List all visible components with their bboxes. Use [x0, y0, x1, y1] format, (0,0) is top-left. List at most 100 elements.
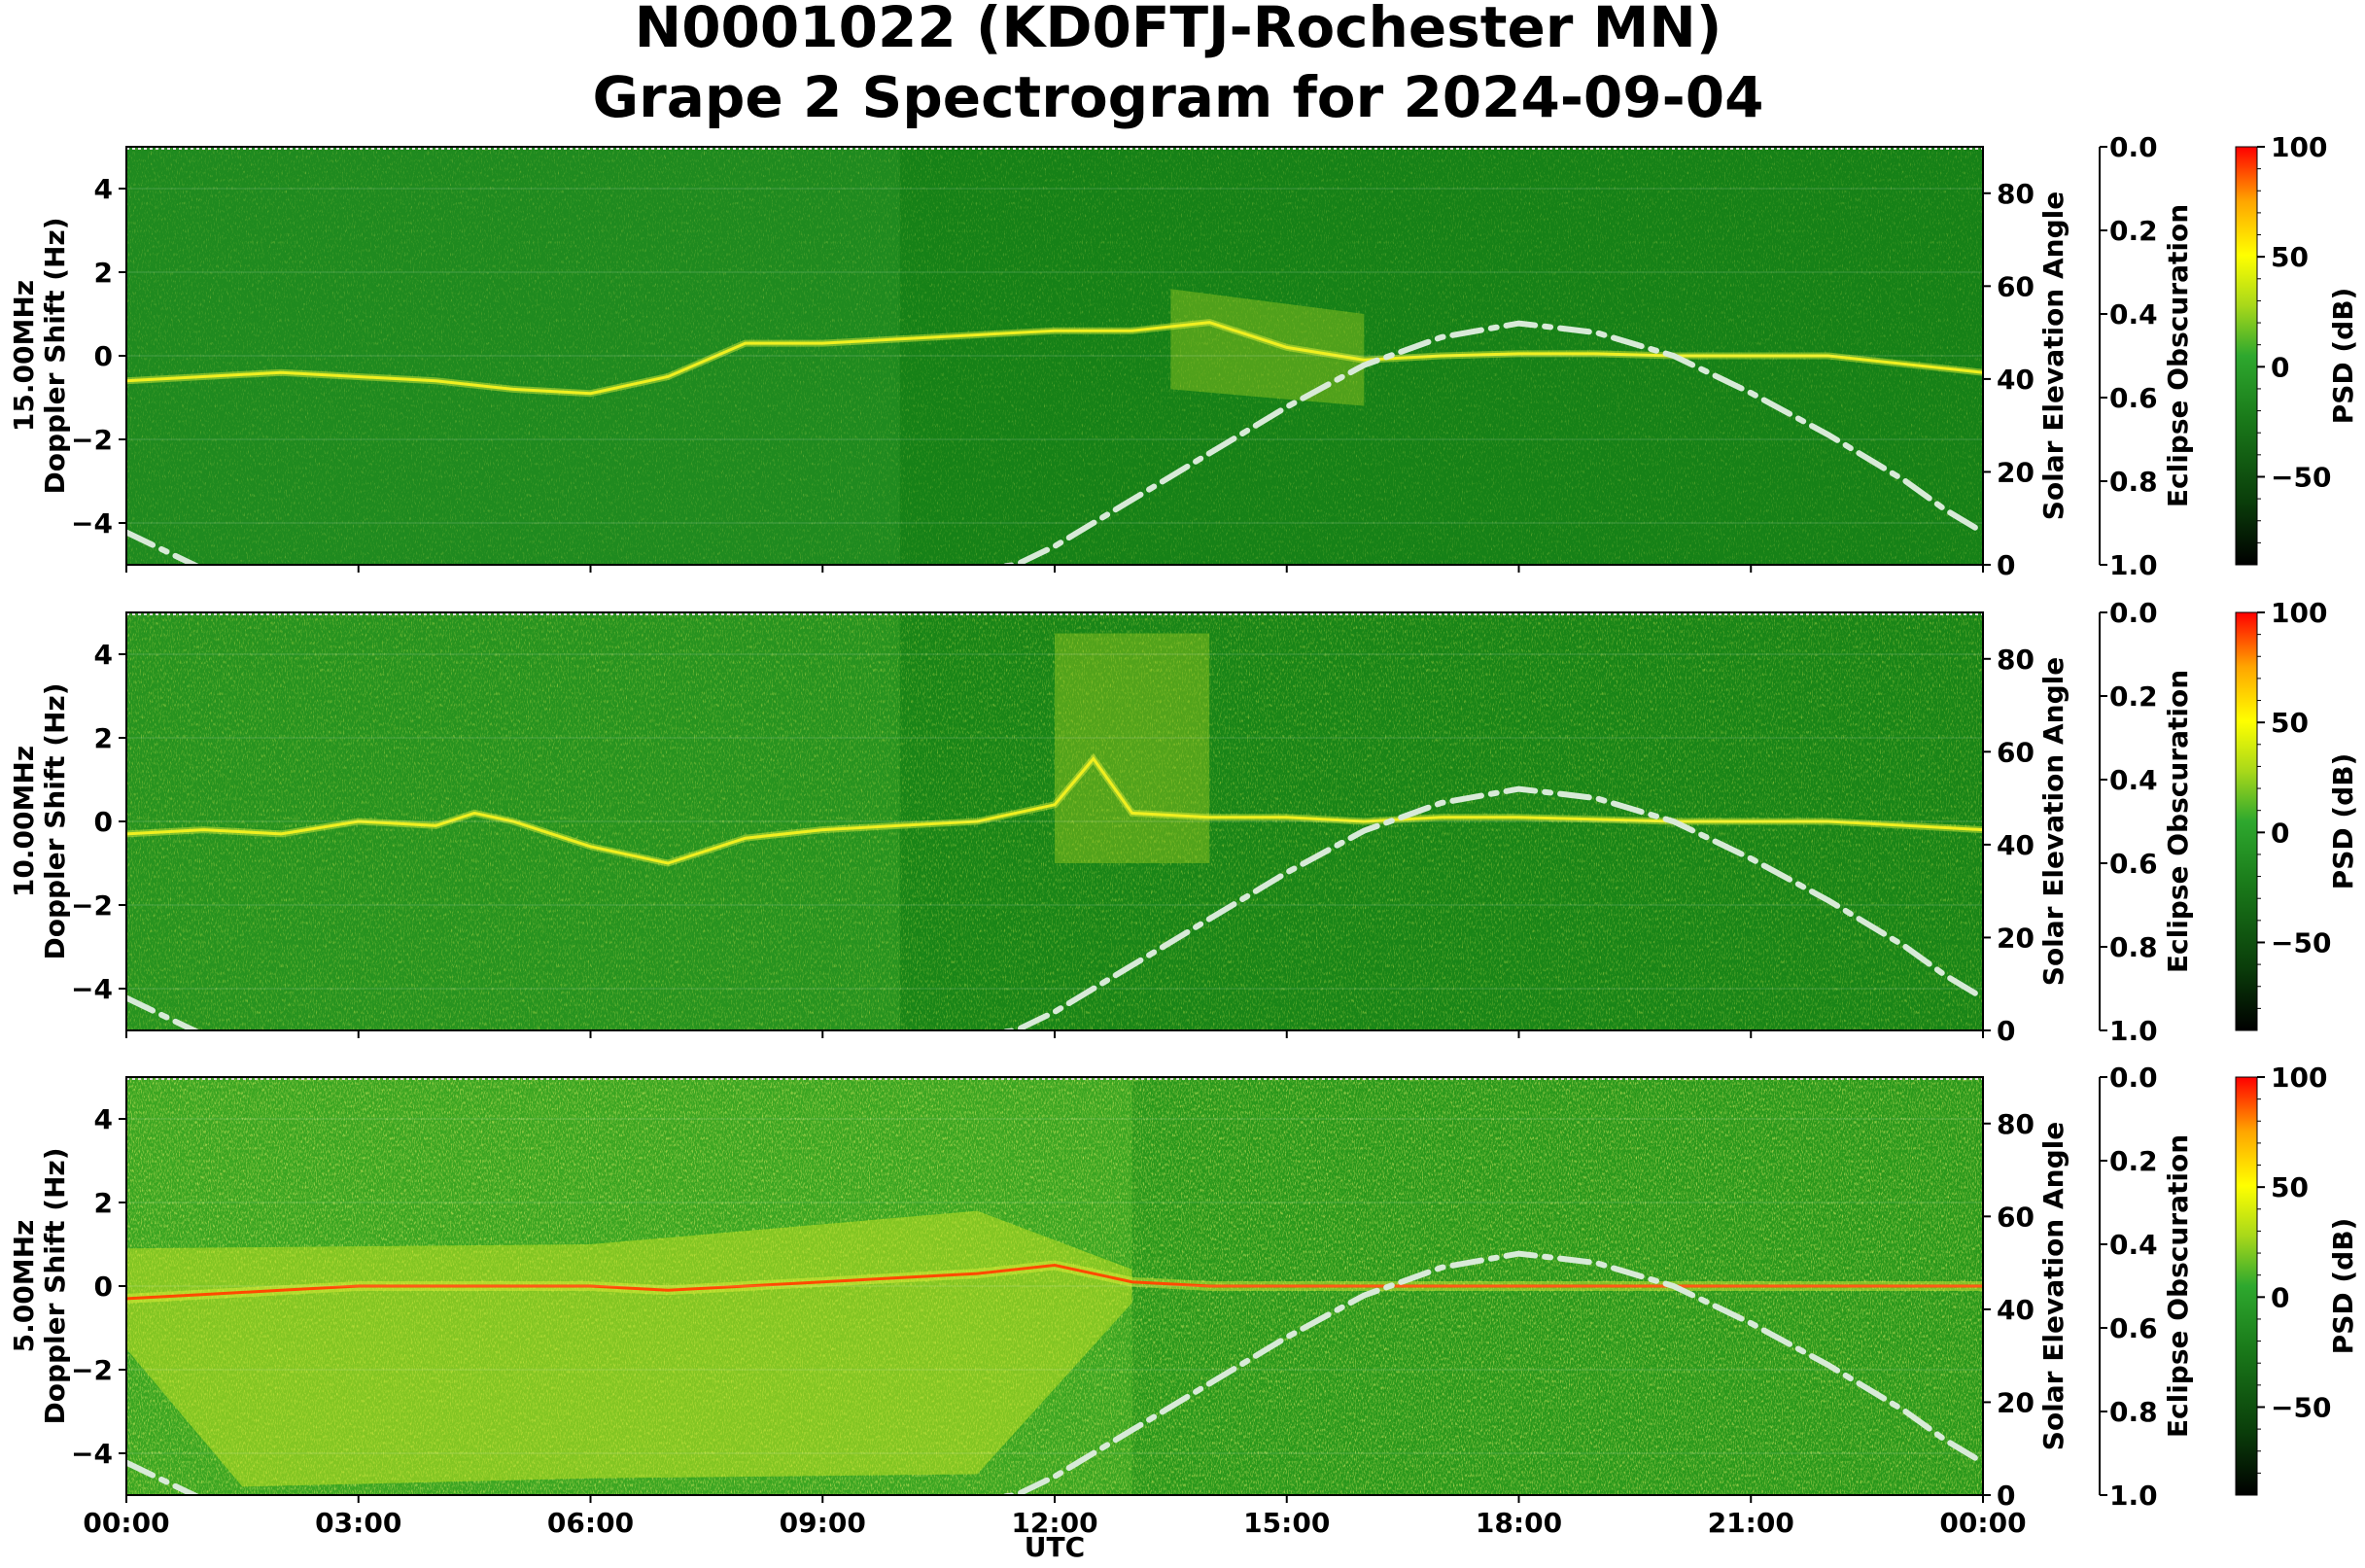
- elevation-tick-label: 0: [1997, 1015, 2015, 1047]
- elevation-axis-label: Solar Elevation Angle: [2037, 657, 2069, 986]
- y-tick-label: −2: [71, 1354, 113, 1386]
- eclipse-tick-label: 1.0: [2109, 1480, 2158, 1512]
- eclipse-tick-label: 0.6: [2109, 848, 2158, 880]
- y-tick-label: 0: [94, 1271, 113, 1303]
- eclipse-tick-label: 0.8: [2109, 931, 2158, 963]
- y-tick-label: 4: [94, 639, 113, 671]
- x-tick-label: 00:00: [1939, 1507, 2026, 1539]
- colorbar: [2235, 611, 2258, 1031]
- y-tick-label: 4: [94, 173, 113, 205]
- eclipse-tick-label: 0.2: [2109, 1145, 2158, 1177]
- colorbar-tick-label: −50: [2271, 461, 2331, 493]
- y-axis-label-frequency: 10.00MHz: [8, 746, 40, 897]
- y-tick-label: 2: [94, 257, 113, 289]
- y-tick-label: 2: [94, 722, 113, 754]
- colorbar-tick-label: −50: [2271, 1391, 2331, 1423]
- eclipse-tick-label: 0.0: [2109, 597, 2158, 629]
- x-axis-ticks: 00:00 03:00 06:00 09:00 12:00 15:00 18:00 21:00…: [83, 1507, 2026, 1539]
- colorbar-tick-label: 50: [2271, 1171, 2309, 1203]
- elevation-tick-label: 20: [1997, 456, 2035, 488]
- chart-title-line1: N0001022 (KD0FTJ-Rochester MN): [635, 0, 1722, 60]
- spectrogram-area: [126, 612, 1983, 1030]
- spectrogram-area: [126, 147, 1983, 565]
- x-axis-label: UTC: [1025, 1531, 1085, 1563]
- elevation-tick-label: 20: [1997, 1386, 2035, 1418]
- eclipse-tick-label: 1.0: [2109, 1015, 2158, 1047]
- solar-elevation-curve: [126, 320, 1983, 565]
- elevation-tick-label: 60: [1997, 270, 2035, 302]
- y-tick-label: 0: [94, 806, 113, 838]
- y-axis-label-doppler: Doppler Shift (Hz): [39, 1147, 71, 1424]
- dawn-spread-band: [1055, 633, 1210, 863]
- carrier-trace: [126, 756, 1983, 865]
- y-tick-label: −2: [71, 424, 113, 456]
- elevation-tick-label: 0: [1997, 549, 2015, 581]
- colorbar-tick-label: 0: [2271, 351, 2289, 383]
- x-tick-label: 00:00: [83, 1507, 169, 1539]
- colorbar-tick-label: 50: [2271, 707, 2309, 739]
- carrier-trace: [126, 321, 1983, 396]
- colorbar-tick-label: 50: [2271, 241, 2309, 273]
- elevation-tick-label: 40: [1997, 364, 2035, 396]
- eclipse-tick-label: 0.2: [2109, 680, 2158, 713]
- chart-title-line2: Grape 2 Spectrogram for 2024-09-04: [593, 64, 1764, 130]
- y-tick-label: −2: [71, 889, 113, 922]
- eclipse-tick-label: 0.6: [2109, 382, 2158, 414]
- panel-5.00mhz: 420−2−45.00MHz Doppler Shift (Hz)02040608…: [8, 1062, 2359, 1512]
- solar-elevation-curve: [126, 785, 1983, 1030]
- y-axis-label-frequency: 5.00MHz: [8, 1220, 40, 1353]
- y-axis-label-doppler: Doppler Shift (Hz): [39, 217, 71, 494]
- eclipse-tick-label: 0.0: [2109, 1062, 2158, 1094]
- eclipse-tick-label: 0.4: [2109, 298, 2158, 331]
- colorbar-tick-label: −50: [2271, 926, 2331, 958]
- elevation-tick-label: 60: [1997, 736, 2035, 768]
- panel-10.00mhz: 420−2−410.00MHz Doppler Shift (Hz)0204060…: [8, 597, 2359, 1047]
- y-axis-label-doppler: Doppler Shift (Hz): [39, 682, 71, 959]
- multipath-band: [1170, 289, 1365, 406]
- y-tick-label: −4: [71, 507, 113, 540]
- colorbar: [2235, 1076, 2258, 1496]
- eclipse-axis-label: Eclipse Obscuration: [2162, 1134, 2194, 1438]
- colorbar-tick-label: 0: [2271, 817, 2289, 849]
- colorbar-label: PSD (dB): [2327, 288, 2359, 425]
- elevation-tick-label: 80: [1997, 1108, 2035, 1140]
- colorbar-tick-label: 0: [2271, 1281, 2289, 1313]
- colorbar-tick-label: 100: [2271, 597, 2327, 629]
- night-spread-band: [126, 1210, 1132, 1487]
- eclipse-tick-label: 0.8: [2109, 466, 2158, 498]
- y-tick-label: 4: [94, 1103, 113, 1135]
- y-tick-label: 2: [94, 1187, 113, 1219]
- eclipse-tick-label: 0.4: [2109, 764, 2158, 796]
- elevation-tick-label: 40: [1997, 829, 2035, 861]
- y-tick-label: −4: [71, 973, 113, 1005]
- x-tick-label: 18:00: [1476, 1507, 1562, 1539]
- panels-group: 420−2−415.00MHz Doppler Shift (Hz)0204060…: [8, 131, 2359, 1512]
- elevation-tick-label: 80: [1997, 644, 2035, 676]
- eclipse-axis-label: Eclipse Obscuration: [2162, 670, 2194, 973]
- colorbar-tick-label: 100: [2271, 131, 2327, 163]
- eclipse-tick-label: 1.0: [2109, 549, 2158, 581]
- x-tick-label: 09:00: [780, 1507, 866, 1539]
- eclipse-tick-label: 0.2: [2109, 215, 2158, 247]
- elevation-tick-label: 0: [1997, 1480, 2015, 1512]
- colorbar-label: PSD (dB): [2327, 753, 2359, 890]
- y-tick-label: 0: [94, 340, 113, 372]
- x-tick-label: 03:00: [315, 1507, 401, 1539]
- eclipse-axis-label: Eclipse Obscuration: [2162, 204, 2194, 507]
- y-tick-label: −4: [71, 1438, 113, 1470]
- elevation-tick-label: 40: [1997, 1294, 2035, 1326]
- y-axis-label-frequency: 15.00MHz: [8, 280, 40, 432]
- elevation-tick-label: 80: [1997, 178, 2035, 210]
- elevation-axis-label: Solar Elevation Angle: [2037, 1122, 2069, 1450]
- x-tick-label: 21:00: [1708, 1507, 1794, 1539]
- colorbar: [2235, 146, 2258, 566]
- solar-elevation-curve: [126, 1250, 1983, 1495]
- eclipse-tick-label: 0.6: [2109, 1312, 2158, 1344]
- elevation-tick-label: 60: [1997, 1201, 2035, 1233]
- x-tick-label: 15:00: [1243, 1507, 1330, 1539]
- colorbar-tick-label: 100: [2271, 1062, 2327, 1094]
- eclipse-tick-label: 0.8: [2109, 1396, 2158, 1428]
- eclipse-tick-label: 0.0: [2109, 131, 2158, 163]
- elevation-axis-label: Solar Elevation Angle: [2037, 192, 2069, 520]
